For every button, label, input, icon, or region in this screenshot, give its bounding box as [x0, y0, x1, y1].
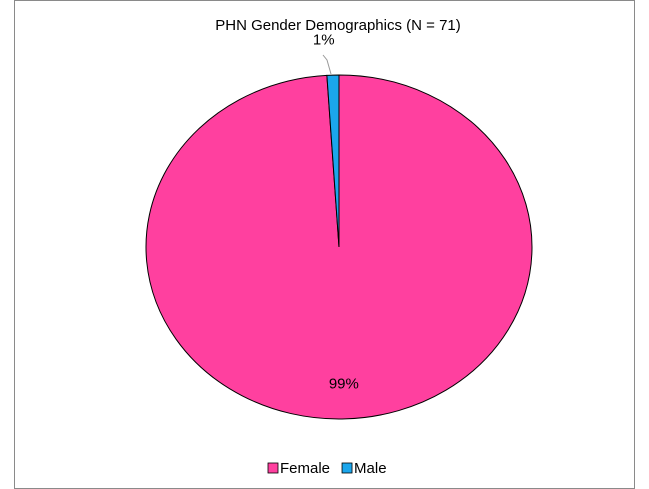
legend-swatch [341, 462, 353, 474]
legend-label: Male [354, 460, 387, 477]
data-label: 99% [329, 376, 359, 393]
legend-swatch [267, 462, 279, 474]
leader-line [322, 54, 332, 75]
data-label: 1% [313, 32, 335, 49]
chart-title: PHN Gender Demographics (N = 71) [215, 17, 461, 34]
legend-label: Female [280, 460, 330, 477]
pie-slice [326, 74, 340, 248]
